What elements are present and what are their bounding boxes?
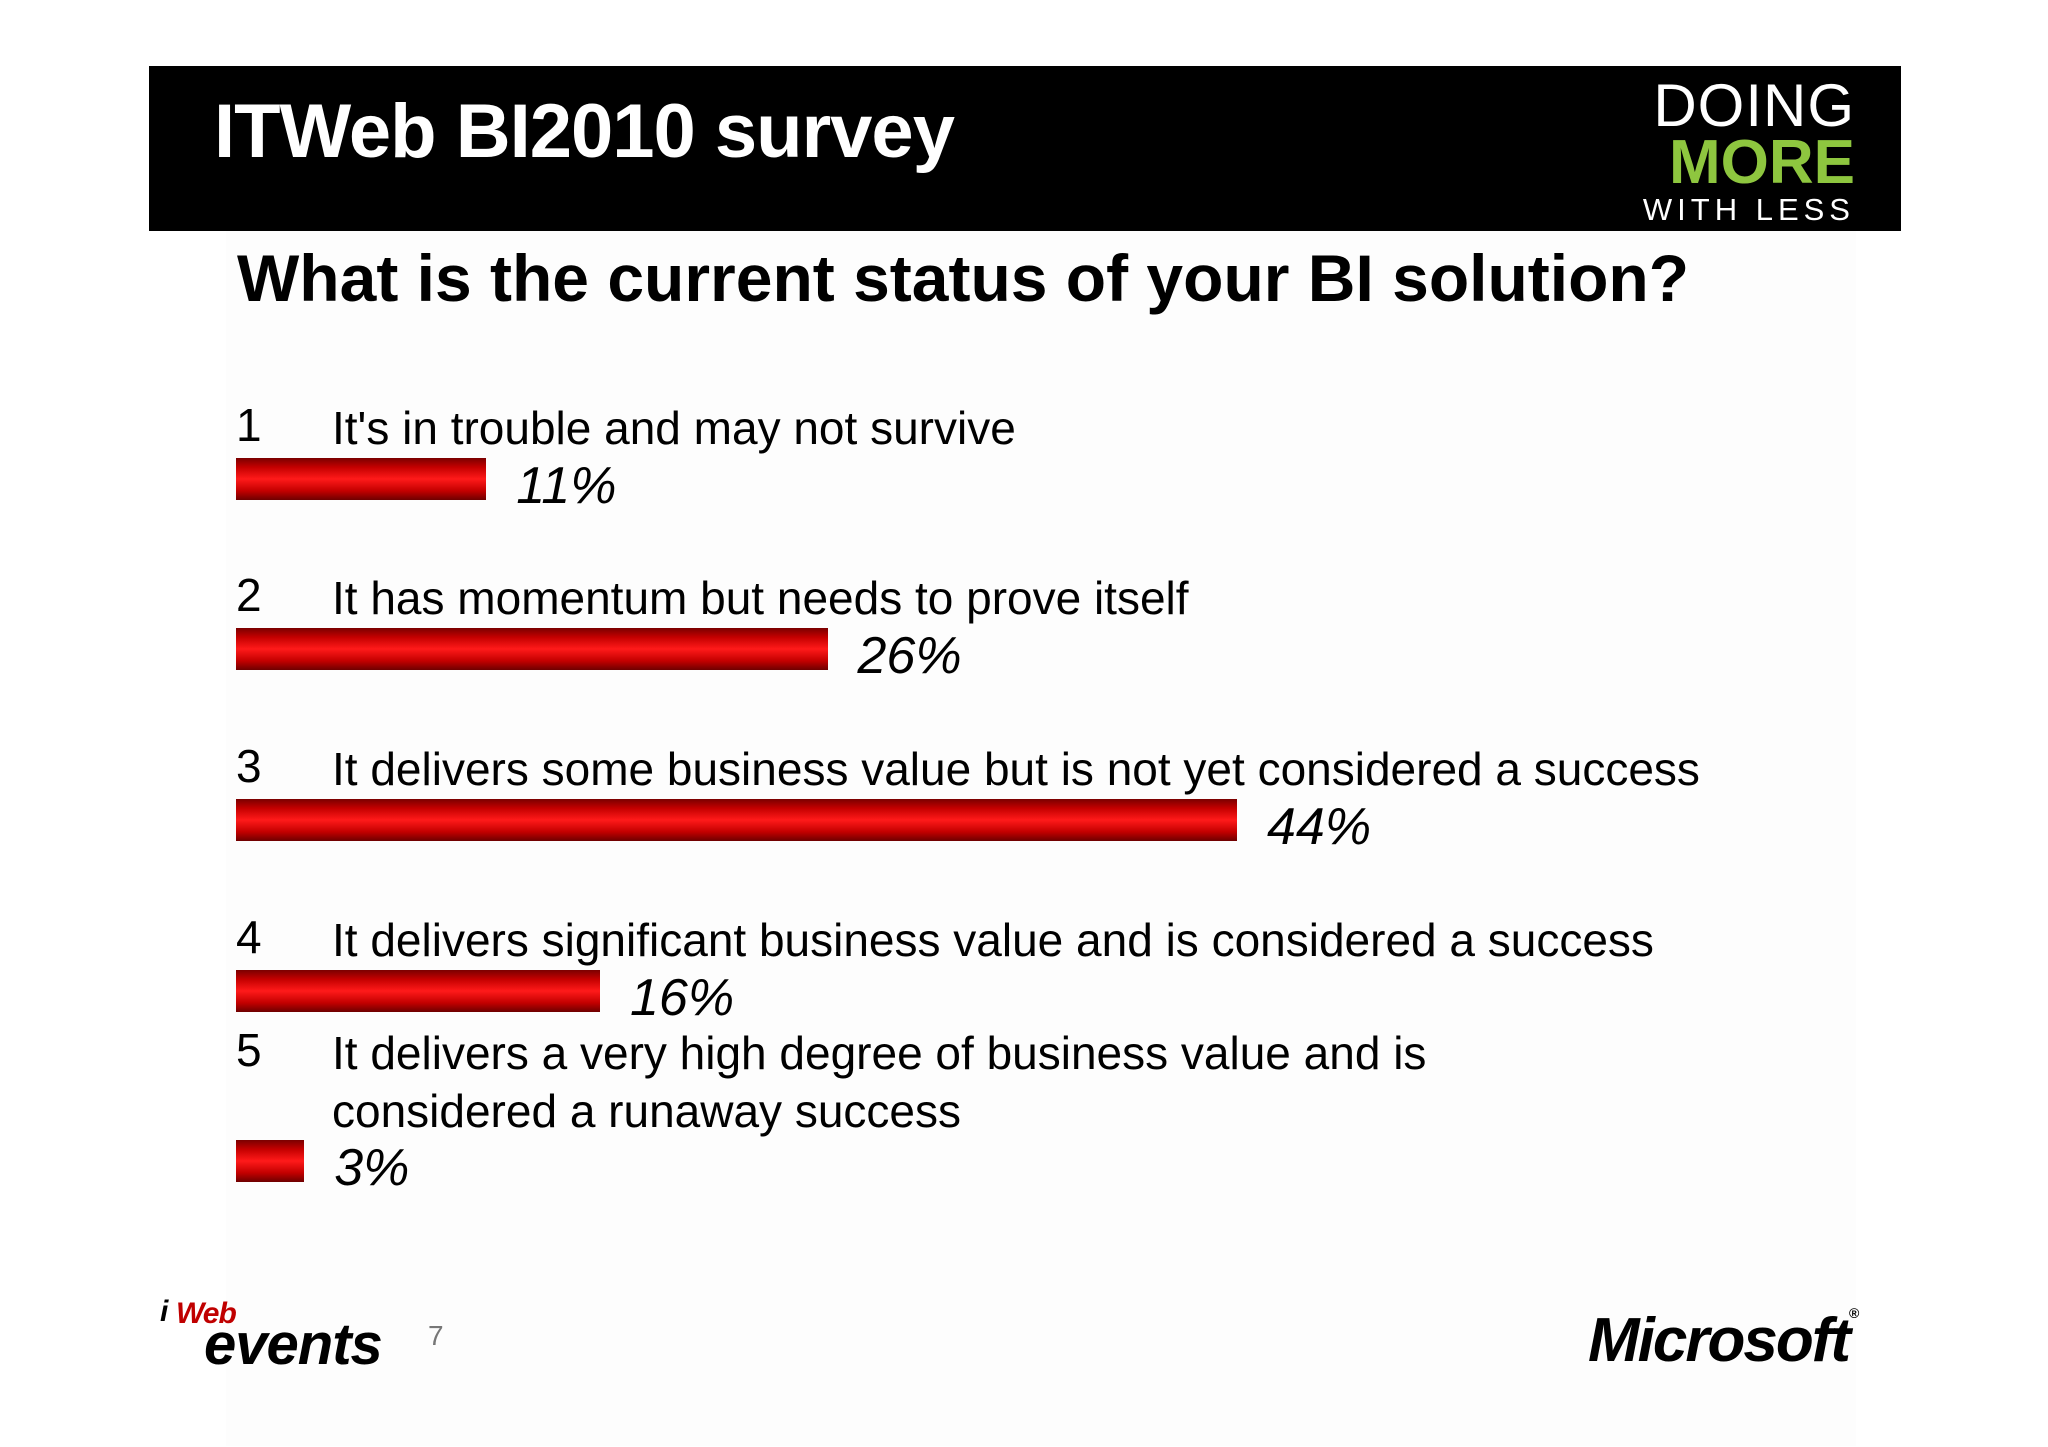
row-number: 3 — [236, 740, 262, 792]
data-bar — [236, 458, 487, 500]
microsoft-logo-text: Microsoft — [1588, 1306, 1851, 1375]
data-label: 16% — [630, 969, 735, 1027]
data-label: 26% — [857, 627, 962, 685]
row-number: 1 — [236, 399, 262, 451]
registered-mark: ® — [1849, 1305, 1860, 1321]
category-label: It delivers significant business value a… — [332, 914, 1654, 966]
row-number: 4 — [236, 911, 262, 963]
page-number: 7 — [428, 1320, 444, 1351]
data-bar — [236, 799, 1237, 841]
data-bar — [236, 628, 828, 670]
category-label: It has momentum but needs to prove itsel… — [332, 572, 1189, 624]
itweb-logo-web: Web — [176, 1297, 237, 1330]
category-label: It's in trouble and may not survive — [332, 402, 1016, 454]
doing-more-with-less-logo: DOING MORE WITH LESS — [1625, 72, 1855, 227]
logo-line-more: MORE — [1669, 128, 1855, 197]
category-label: It delivers some business value but is n… — [332, 743, 1700, 795]
itweb-events-logo: i Web events — [160, 1295, 420, 1377]
category-label: It delivers a very high degree of busine… — [332, 1027, 1427, 1137]
logo-line-with-less: WITH LESS — [1642, 192, 1855, 227]
chart-title: What is the current status of your BI so… — [237, 241, 1690, 315]
row-number: 5 — [236, 1024, 262, 1076]
data-bar — [236, 970, 600, 1012]
microsoft-logo: Microsoft® — [1588, 1305, 1859, 1376]
data-bar — [236, 1140, 305, 1182]
logo-line-doing: DOING — [1653, 72, 1855, 139]
page-title: ITWeb BI2010 survey — [214, 89, 955, 174]
header-banner: ITWeb BI2010 survey DOING MORE WITH LESS — [149, 66, 1901, 231]
itweb-logo-events: events — [204, 1312, 383, 1377]
data-label: 11% — [516, 457, 617, 515]
data-label: 44% — [1267, 798, 1372, 856]
data-label: 3% — [334, 1139, 410, 1197]
itweb-logo-i: i — [160, 1295, 169, 1328]
row-number: 2 — [236, 569, 262, 621]
